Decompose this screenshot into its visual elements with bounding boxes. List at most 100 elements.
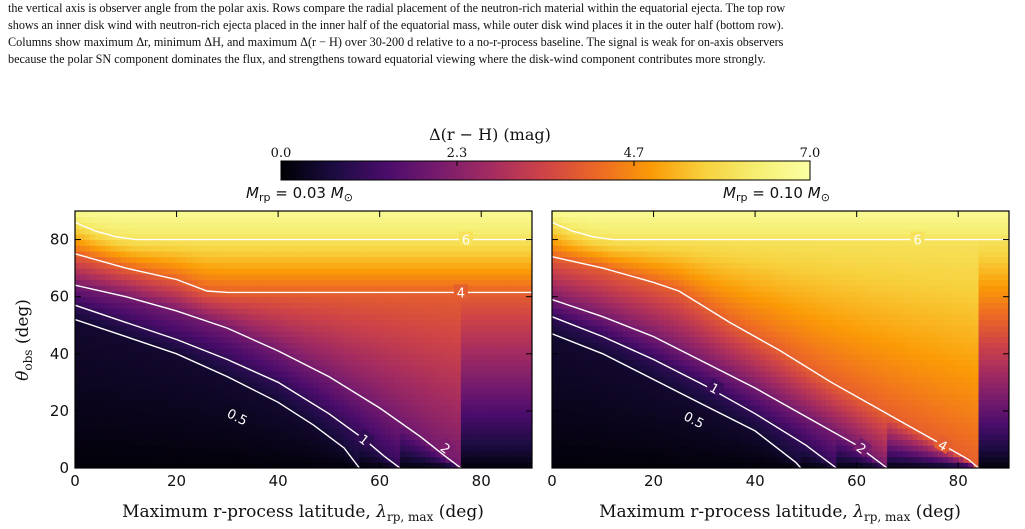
heatmap-cell [333, 445, 340, 452]
heatmap-cell [379, 302, 386, 309]
heatmap-cell [303, 365, 310, 372]
heatmap-cell [191, 273, 198, 281]
heatmap-cell [405, 325, 411, 332]
heatmap-cell [267, 393, 274, 401]
heatmap-cell [455, 279, 462, 286]
heatmap-cell [267, 445, 274, 452]
heatmap-cell [232, 370, 239, 378]
heatmap-cell [328, 370, 335, 378]
heatmap-cell [511, 433, 518, 441]
heatmap-cell [339, 285, 345, 292]
heatmap-cell [207, 388, 213, 395]
heatmap-cell [115, 279, 122, 286]
heatmap-cell [359, 325, 366, 332]
heatmap-cell [572, 348, 578, 355]
heatmap-cell [278, 405, 284, 412]
heatmap-cell [339, 268, 345, 275]
heatmap-cell [232, 211, 239, 218]
heatmap-cell [389, 296, 396, 303]
heatmap-cell [328, 376, 335, 383]
heatmap-cell [283, 359, 289, 366]
heatmap-cell [440, 365, 447, 372]
heatmap-cell [313, 359, 320, 366]
heatmap-cell [298, 262, 305, 269]
heatmap-cell [471, 433, 477, 441]
heatmap-cell [430, 325, 437, 332]
heatmap-cell [176, 268, 183, 275]
heatmap-cell [481, 399, 487, 406]
heatmap-cell [374, 422, 381, 429]
heatmap-cell [562, 416, 568, 423]
heatmap-cell [242, 405, 249, 412]
heatmap-cell [191, 428, 198, 435]
heatmap-cell [399, 262, 406, 269]
heatmap-cell [146, 268, 152, 275]
heatmap-cell [369, 290, 376, 298]
heatmap-cell [440, 313, 447, 321]
heatmap-cell [80, 211, 86, 218]
heatmap-cell [516, 285, 523, 292]
heatmap-cell [450, 239, 457, 246]
heatmap-cell [161, 256, 167, 263]
heatmap-cell [471, 376, 477, 383]
heatmap-cell [592, 285, 599, 292]
heatmap-cell [374, 382, 381, 389]
heatmap-cell [262, 456, 269, 463]
heatmap-cell [602, 359, 609, 366]
heatmap-cell [572, 422, 578, 429]
heatmap-cell [415, 410, 421, 418]
heatmap-cell [516, 239, 523, 246]
heatmap-cell [562, 348, 568, 355]
heatmap-cell [135, 262, 142, 269]
heatmap-cell [486, 336, 492, 343]
heatmap-cell [476, 365, 482, 372]
heatmap-cell [572, 410, 578, 418]
heatmap-cell [125, 262, 132, 269]
heatmap-cell [628, 353, 634, 361]
heatmap-cell [156, 245, 162, 252]
heatmap-cell [582, 353, 589, 361]
heatmap-cell [166, 365, 173, 372]
heatmap-cell [135, 250, 142, 258]
heatmap-cell [516, 245, 523, 252]
heatmap-cell [344, 285, 350, 292]
heatmap-cell [379, 462, 386, 468]
heatmap-cell [333, 325, 340, 332]
heatmap-cell [445, 250, 452, 258]
heatmap-cell [526, 348, 532, 355]
heatmap-cell [425, 228, 432, 235]
heatmap-cell [399, 439, 406, 446]
heatmap-cell [191, 416, 198, 423]
heatmap-cell [607, 416, 614, 423]
heatmap-cell [100, 239, 107, 246]
heatmap-cell [298, 245, 305, 252]
heatmap-cell [207, 285, 213, 292]
heatmap-cell [369, 450, 376, 458]
heatmap-cell [359, 228, 366, 235]
heatmap-cell [460, 250, 467, 258]
heatmap-cell [283, 428, 289, 435]
heatmap-cell [257, 388, 264, 395]
heatmap-cell [597, 405, 604, 412]
heatmap-cell [389, 382, 396, 389]
heatmap-cell [552, 336, 558, 343]
heatmap-cell [374, 462, 381, 468]
heatmap-cell [577, 250, 584, 258]
heatmap-cell [567, 365, 573, 372]
heatmap-cell [120, 216, 127, 224]
heatmap-cell [415, 262, 421, 269]
heatmap-cell [293, 250, 300, 258]
heatmap-cell [486, 250, 492, 258]
heatmap-cell [425, 273, 432, 281]
heatmap-cell [567, 445, 573, 452]
heatmap-cell [135, 410, 142, 418]
heatmap-cell [262, 348, 269, 355]
heatmap-cell [125, 336, 132, 343]
heatmap-cell [577, 296, 584, 303]
heatmap-cell [252, 353, 259, 361]
heatmap-cell [526, 370, 532, 378]
heatmap-cell [638, 410, 644, 418]
heatmap-cell [607, 233, 614, 241]
heatmap-cell [607, 308, 614, 315]
heatmap-cell [354, 262, 360, 269]
